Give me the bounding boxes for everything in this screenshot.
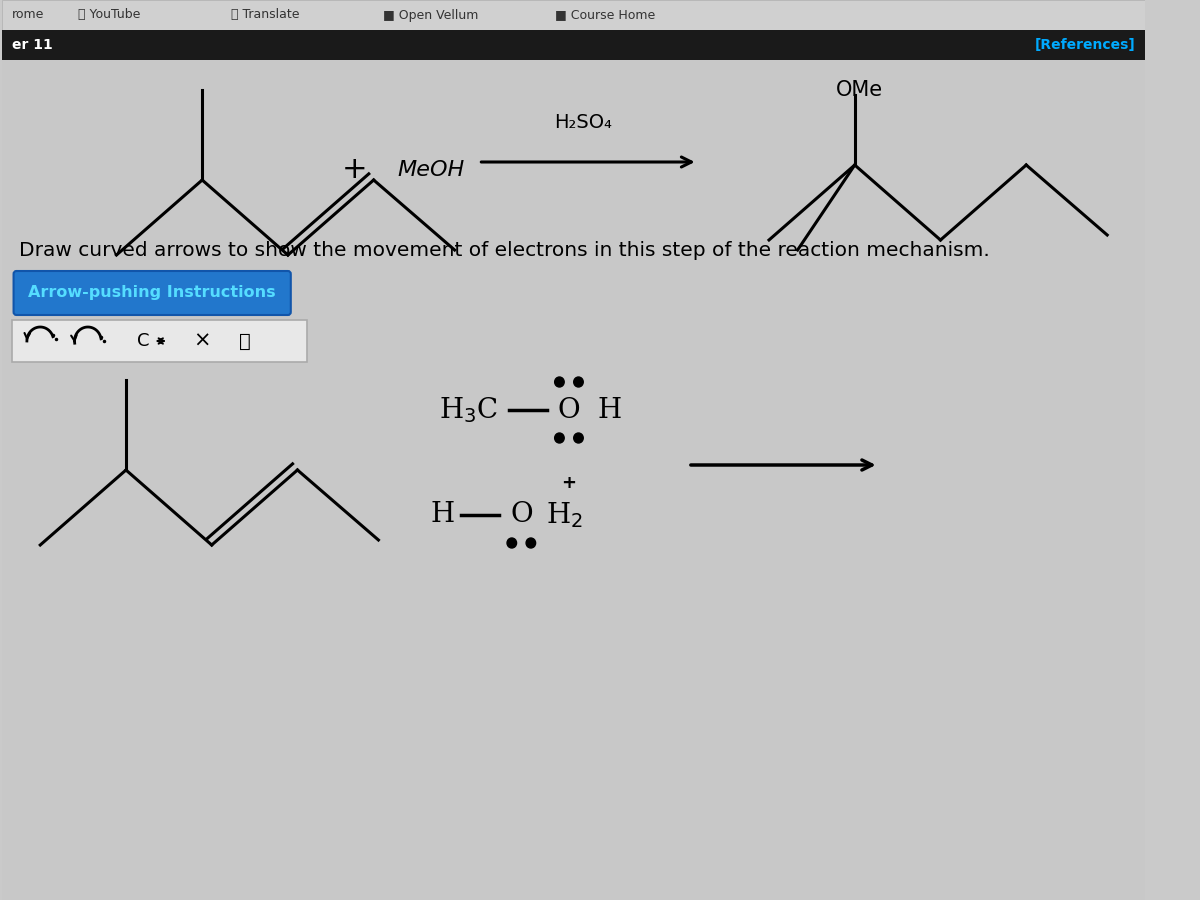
Text: OMe: OMe: [836, 80, 883, 100]
Circle shape: [574, 433, 583, 443]
Text: rome: rome: [12, 8, 44, 22]
Text: ×: ×: [193, 331, 211, 351]
Text: ⓓ Translate: ⓓ Translate: [230, 8, 299, 22]
Circle shape: [574, 377, 583, 387]
Bar: [12, 320, 307, 362]
Text: [References]: [References]: [1036, 38, 1135, 52]
Bar: [2, 30, 1145, 60]
Text: Draw curved arrows to show the movement of electrons in this step of the reactio: Draw curved arrows to show the movement …: [19, 240, 990, 259]
Text: +: +: [562, 474, 576, 492]
Text: MeOH: MeOH: [397, 160, 464, 180]
Circle shape: [508, 538, 516, 548]
Text: +: +: [342, 156, 367, 184]
Text: H: H: [430, 501, 455, 528]
Text: H$_2$: H$_2$: [546, 500, 583, 530]
Text: ⓓ YouTube: ⓓ YouTube: [78, 8, 140, 22]
Text: O: O: [558, 397, 581, 424]
Circle shape: [554, 433, 564, 443]
FancyBboxPatch shape: [13, 271, 290, 315]
Text: H$_3$C: H$_3$C: [439, 395, 498, 425]
Text: ■ Course Home: ■ Course Home: [554, 8, 655, 22]
Text: C: C: [137, 332, 149, 350]
Text: H₂SO₄: H₂SO₄: [554, 112, 612, 131]
Text: ■ Open Vellum: ■ Open Vellum: [383, 8, 479, 22]
Bar: [2, 0, 1145, 30]
Text: O: O: [510, 501, 533, 528]
Text: H: H: [598, 397, 622, 424]
Text: er 11: er 11: [12, 38, 53, 52]
Circle shape: [554, 377, 564, 387]
Circle shape: [526, 538, 535, 548]
Text: ⎓: ⎓: [239, 331, 251, 350]
Text: Arrow-pushing Instructions: Arrow-pushing Instructions: [28, 285, 276, 301]
